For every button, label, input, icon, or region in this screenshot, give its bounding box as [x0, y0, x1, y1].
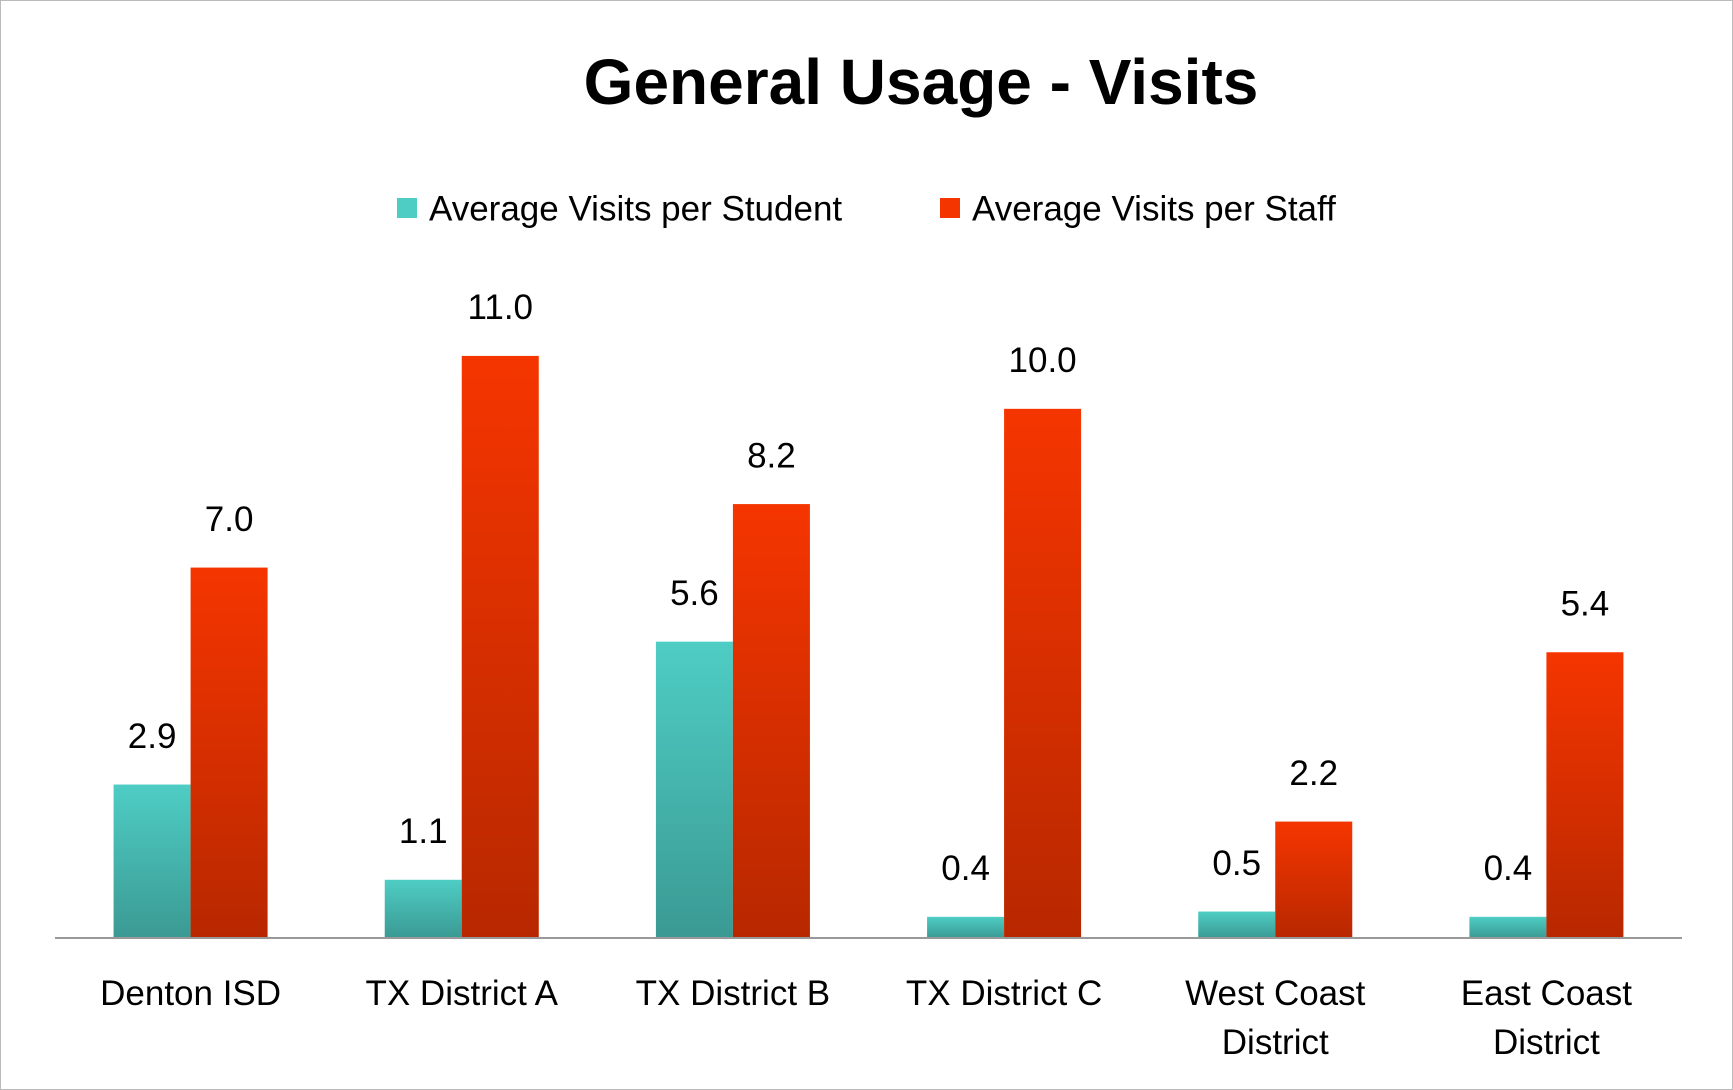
legend-label: Average Visits per Student: [429, 189, 842, 228]
data-label: 7.0: [205, 500, 254, 539]
bar-shade: [732, 504, 810, 938]
legend-swatch: [397, 198, 417, 218]
bar-shade: [1198, 911, 1276, 938]
data-label: 2.9: [128, 717, 177, 756]
x-tick-label: TX District B: [635, 974, 831, 1013]
chart-title: General Usage - Visits: [584, 46, 1259, 118]
bar-shade: [1469, 916, 1547, 938]
legend-swatch: [940, 198, 960, 218]
bar-shade: [190, 567, 268, 938]
data-label: 5.6: [670, 574, 719, 613]
data-label: 5.4: [1561, 585, 1610, 624]
bar-shade: [655, 641, 733, 938]
data-label: 10.0: [1009, 341, 1077, 380]
data-label: 0.4: [1484, 849, 1533, 888]
data-label: 0.5: [1212, 844, 1261, 883]
data-label: 2.2: [1289, 754, 1338, 793]
bar-shade: [384, 879, 462, 938]
data-label: 8.2: [747, 436, 796, 475]
bar-shade: [927, 916, 1005, 938]
bar-shade: [1275, 821, 1353, 938]
data-label: 0.4: [941, 849, 990, 888]
data-label: 11.0: [467, 288, 533, 327]
x-tick-label: East Coast District: [1460, 974, 1632, 1062]
x-tick-label: TX District A: [365, 974, 559, 1013]
bar-shade: [1004, 408, 1082, 938]
x-tick-label: West Coast District: [1185, 974, 1366, 1062]
bar-shade: [461, 355, 539, 939]
data-label: 1.1: [399, 812, 448, 851]
bar-shade: [1546, 652, 1624, 938]
x-tick-label: TX District C: [905, 974, 1103, 1013]
bar-shade: [113, 784, 191, 938]
x-tick-label: Denton ISD: [100, 974, 282, 1013]
legend-label: Average Visits per Staff: [972, 189, 1336, 228]
